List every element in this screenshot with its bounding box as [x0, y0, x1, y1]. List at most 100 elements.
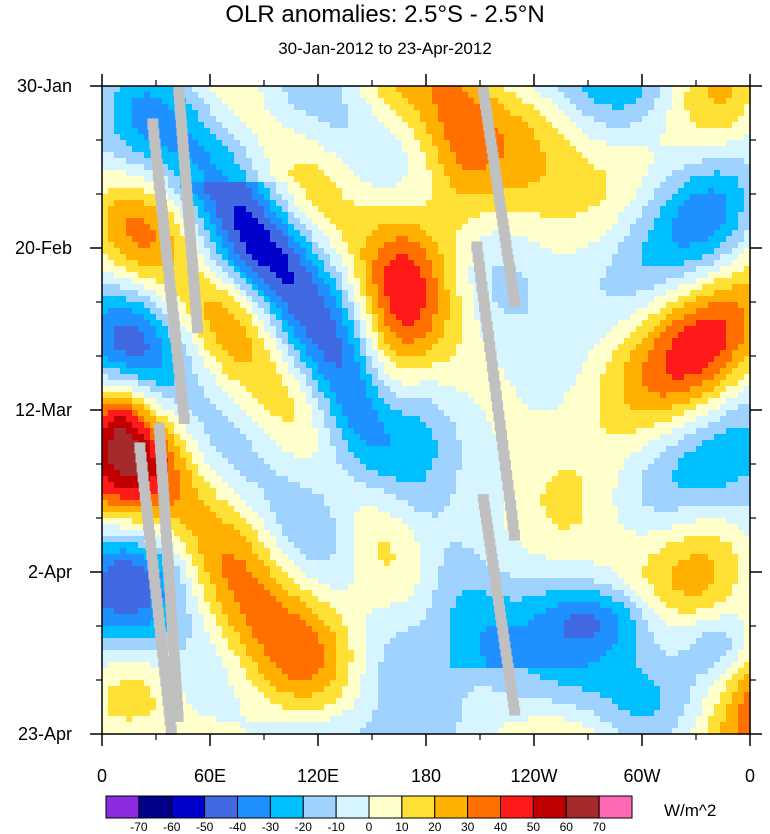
- heatmap-cell: [228, 278, 235, 285]
- heatmap-cell: [402, 122, 409, 129]
- heatmap-cell: [624, 182, 631, 189]
- heatmap-cell: [276, 260, 283, 267]
- heatmap-cell: [234, 140, 241, 147]
- heatmap-cell: [660, 128, 667, 135]
- heatmap-cell: [342, 248, 349, 255]
- heatmap-cell: [576, 308, 583, 315]
- heatmap-cell: [540, 356, 547, 363]
- heatmap-cell: [168, 158, 175, 165]
- heatmap-cell: [144, 362, 151, 369]
- heatmap-cell: [246, 122, 253, 129]
- heatmap-cell: [582, 116, 589, 123]
- heatmap-cell: [624, 254, 631, 261]
- heatmap-cell: [408, 344, 415, 351]
- heatmap-cell: [474, 92, 481, 99]
- heatmap-cell: [156, 326, 163, 333]
- heatmap-cell: [558, 110, 565, 117]
- heatmap-cell: [372, 182, 379, 189]
- heatmap-cell: [216, 104, 223, 111]
- heatmap-cell: [744, 134, 751, 141]
- heatmap-cell: [642, 158, 649, 165]
- heatmap-cell: [504, 188, 511, 195]
- heatmap-cell: [666, 254, 673, 261]
- heatmap-cell: [120, 104, 127, 111]
- heatmap-cell: [318, 356, 325, 363]
- heatmap-cell: [384, 302, 391, 309]
- heatmap-cell: [564, 218, 571, 225]
- heatmap-cell: [444, 266, 451, 273]
- heatmap-cell: [138, 104, 145, 111]
- heatmap-cell: [588, 332, 595, 339]
- heatmap-cell: [726, 140, 733, 147]
- heatmap-cell: [726, 236, 733, 243]
- heatmap-cell: [726, 104, 733, 111]
- heatmap-cell: [630, 296, 637, 303]
- heatmap-cell: [270, 284, 277, 291]
- heatmap-cell: [228, 296, 235, 303]
- heatmap-cell: [222, 278, 229, 285]
- heatmap-cell: [312, 224, 319, 231]
- heatmap-cell: [648, 242, 655, 249]
- heatmap-cell: [324, 218, 331, 225]
- heatmap-cell: [588, 308, 595, 315]
- heatmap-cell: [618, 212, 625, 219]
- heatmap-cell: [102, 128, 109, 135]
- heatmap-cell: [288, 224, 295, 231]
- heatmap-cell: [714, 140, 721, 147]
- heatmap-cell: [396, 140, 403, 147]
- heatmap-cell: [606, 260, 613, 267]
- heatmap-cell: [366, 230, 373, 237]
- heatmap-cell: [288, 320, 295, 327]
- heatmap-cell: [216, 134, 223, 141]
- heatmap-cell: [510, 308, 517, 315]
- heatmap-cell: [300, 188, 307, 195]
- heatmap-cell: [132, 218, 139, 225]
- heatmap-cell: [720, 152, 727, 159]
- heatmap-cell: [486, 176, 493, 183]
- heatmap-cell: [552, 116, 559, 123]
- heatmap-cell: [402, 308, 409, 315]
- heatmap-cell: [372, 320, 379, 327]
- heatmap-cell: [138, 218, 145, 225]
- heatmap-cell: [366, 182, 373, 189]
- heatmap-cell: [474, 326, 481, 333]
- heatmap-cell: [336, 206, 343, 213]
- heatmap-cell: [540, 176, 547, 183]
- heatmap-cell: [216, 158, 223, 165]
- heatmap-cell: [246, 254, 253, 261]
- heatmap-cell: [108, 116, 115, 123]
- heatmap-cell: [648, 218, 655, 225]
- heatmap-cell: [540, 146, 547, 153]
- heatmap-cell: [312, 230, 319, 237]
- heatmap-cell: [576, 242, 583, 249]
- heatmap-cell: [288, 110, 295, 117]
- heatmap-cell: [222, 110, 229, 117]
- heatmap-cell: [216, 254, 223, 261]
- heatmap-cell: [642, 182, 649, 189]
- heatmap-cell: [492, 296, 499, 303]
- heatmap-cell: [450, 224, 457, 231]
- heatmap-cell: [498, 104, 505, 111]
- heatmap-cell: [282, 356, 289, 363]
- heatmap-cell: [144, 200, 151, 207]
- heatmap-cell: [654, 188, 661, 195]
- heatmap-cell: [702, 182, 709, 189]
- heatmap-cell: [474, 176, 481, 183]
- heatmap-cell: [690, 206, 697, 213]
- heatmap-cell: [288, 284, 295, 291]
- heatmap-cell: [306, 206, 313, 213]
- heatmap-cell: [642, 176, 649, 183]
- heatmap-cell: [684, 206, 691, 213]
- heatmap-cell: [330, 128, 337, 135]
- heatmap-cell: [126, 188, 133, 195]
- heatmap-cell: [198, 260, 205, 267]
- heatmap-cell: [438, 272, 445, 279]
- heatmap-cell: [264, 224, 271, 231]
- heatmap-cell: [168, 134, 175, 141]
- heatmap-cell: [342, 86, 349, 93]
- heatmap-cell: [564, 164, 571, 171]
- heatmap-cell: [588, 122, 595, 129]
- heatmap-cell: [630, 170, 637, 177]
- heatmap-cell: [162, 146, 169, 153]
- heatmap-cell: [144, 116, 151, 123]
